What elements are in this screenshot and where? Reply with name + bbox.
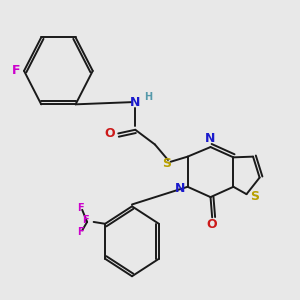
- Text: F: F: [77, 203, 84, 213]
- Text: F: F: [77, 227, 84, 237]
- Text: F: F: [82, 215, 89, 225]
- Text: N: N: [175, 182, 186, 195]
- Text: S: S: [162, 157, 171, 170]
- Text: F: F: [12, 64, 20, 77]
- Text: N: N: [205, 133, 216, 146]
- Text: N: N: [130, 96, 140, 109]
- Text: O: O: [104, 127, 115, 140]
- Text: S: S: [250, 190, 259, 202]
- Text: H: H: [144, 92, 152, 102]
- Text: O: O: [207, 218, 218, 231]
